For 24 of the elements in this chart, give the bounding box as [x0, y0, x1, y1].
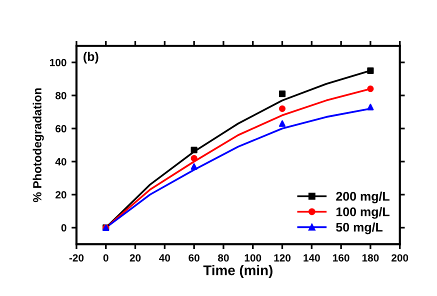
x-tick-label: 80 — [218, 254, 229, 262]
x-tick-label: 20 — [130, 254, 141, 262]
y-tick-label: 80 — [56, 92, 66, 100]
x-tick-label: 60 — [188, 254, 200, 262]
y-tick-label: 20 — [56, 191, 66, 198]
x-tick-label: 180 — [362, 254, 379, 262]
y-tick-label: 40 — [55, 158, 66, 166]
x-tick-label: -20 — [69, 254, 84, 262]
x-tick-label: 100 — [244, 254, 262, 262]
annotation: (b) — [84, 52, 98, 64]
x-tick-label: 40 — [159, 254, 170, 262]
x-tick-label: 200 — [392, 254, 408, 262]
x-tick-label: 160 — [333, 254, 350, 262]
x-tick-label: 120 — [274, 254, 291, 262]
legend-label: 200 mg/L — [336, 192, 390, 204]
y-tick-label: 0 — [61, 224, 66, 232]
legend-label: 100 mg/L — [336, 207, 390, 219]
x-tick-label: 140 — [304, 254, 320, 262]
y-tick-label: 60 — [56, 125, 66, 132]
x-axis-title: Time (min) — [203, 265, 272, 278]
legend-label: 50 mg/L — [336, 222, 383, 234]
x-tick-label: 0 — [103, 254, 108, 262]
y-axis-title: % Photodegradation — [32, 88, 44, 202]
y-tick-label: 100 — [50, 58, 66, 66]
